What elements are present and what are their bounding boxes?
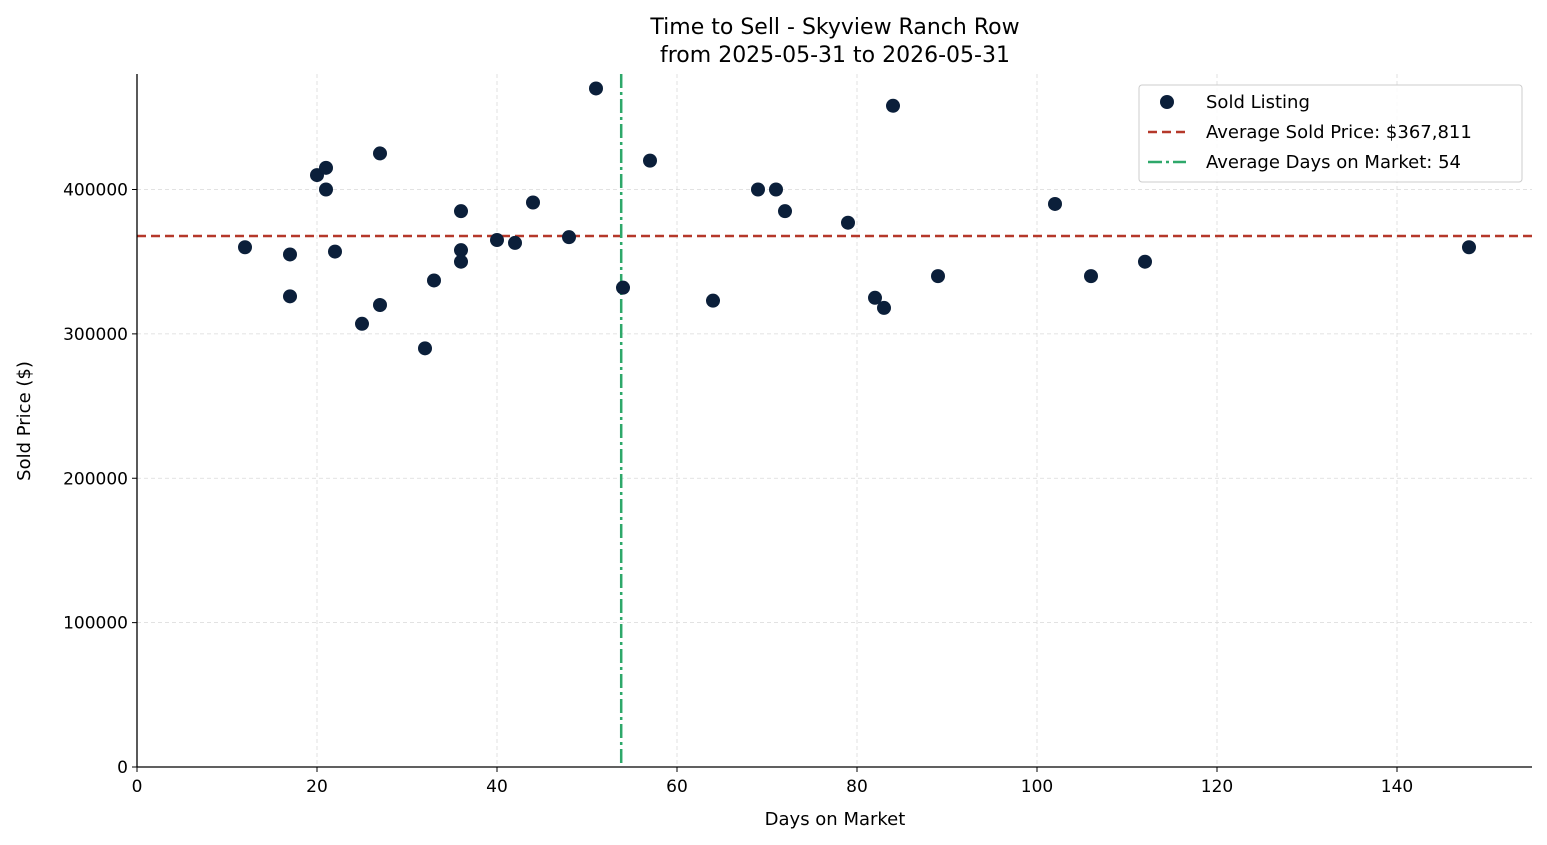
data-point <box>1138 254 1152 269</box>
data-point <box>319 182 333 197</box>
x-tick-label: 40 <box>486 777 508 797</box>
data-point <box>616 280 630 295</box>
data-point <box>751 182 765 197</box>
x-tick-label: 60 <box>666 777 688 797</box>
data-point <box>283 289 297 304</box>
reference-lines <box>137 74 1532 767</box>
data-point <box>562 230 576 245</box>
data-point <box>877 300 891 315</box>
x-tick-label: 100 <box>1021 777 1053 797</box>
y-tick-label: 200000 <box>63 469 128 489</box>
data-point <box>355 316 369 331</box>
data-point <box>508 235 522 250</box>
data-point <box>454 254 468 269</box>
data-point <box>778 204 792 219</box>
legend-label-sold-listing: Sold Listing <box>1206 92 1310 113</box>
data-point <box>643 153 657 168</box>
data-point <box>454 204 468 219</box>
data-point <box>283 247 297 262</box>
tick-labels: 0 20 40 60 80 100 120 140 0 100000 200000 300000 400… <box>63 181 1413 798</box>
y-tick-label: 300000 <box>63 325 128 345</box>
data-point <box>526 195 540 210</box>
data-point <box>427 273 441 288</box>
legend-label-average-price: Average Sold Price: $367,811 <box>1206 122 1472 143</box>
x-tick-label: 20 <box>306 777 328 797</box>
x-tick-label: 140 <box>1381 777 1413 797</box>
x-tick-label: 80 <box>846 777 868 797</box>
legend-label-average-days: Average Days on Market: 54 <box>1206 152 1461 173</box>
y-tick-label: 0 <box>117 758 128 778</box>
data-point <box>931 269 945 284</box>
data-point <box>886 98 900 113</box>
x-tick-label: 120 <box>1201 777 1233 797</box>
legend: Sold Listing Average Sold Price: $367,81… <box>1138 84 1523 183</box>
data-point <box>319 160 333 175</box>
data-points <box>238 81 1476 356</box>
y-tick-label: 400000 <box>63 181 128 201</box>
x-tick-label: 0 <box>132 777 143 797</box>
data-point <box>1084 269 1098 284</box>
data-point <box>418 341 432 356</box>
data-point <box>706 293 720 308</box>
chart-subtitle: from 2025-05-31 to 2026-05-31 <box>660 43 1010 68</box>
legend-marker-sold-listing <box>1160 95 1174 109</box>
data-point <box>1048 196 1062 211</box>
axes <box>132 74 1532 772</box>
x-axis-label: Days on Market <box>765 809 906 830</box>
y-axis-label: Sold Price ($) <box>14 361 35 481</box>
data-point <box>769 182 783 197</box>
data-point <box>373 146 387 161</box>
chart-title: Time to Sell - Skyview Ranch Row <box>649 15 1019 40</box>
data-point <box>373 298 387 312</box>
data-point <box>454 243 468 258</box>
legend-box <box>1138 84 1523 183</box>
data-point <box>238 240 252 255</box>
y-tick-label: 100000 <box>63 614 128 634</box>
grid-lines <box>137 74 1532 767</box>
data-point <box>490 233 504 248</box>
data-point <box>1462 240 1476 255</box>
data-point <box>589 81 603 96</box>
data-point <box>328 244 342 259</box>
data-point <box>868 290 882 305</box>
data-point <box>841 215 855 230</box>
